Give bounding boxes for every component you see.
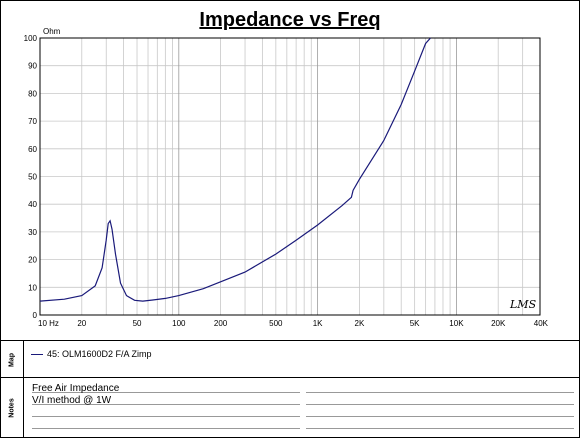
impedance-series-line	[39, 37, 431, 302]
note-rule	[32, 404, 300, 405]
x-tick-labels: 10 Hz 20 50 100 200 500 1K 2K 5K 10K 20K 40K	[38, 319, 549, 328]
y-tick-label: 100	[24, 34, 38, 43]
notes-label: Notes	[8, 398, 16, 418]
note-rule	[32, 428, 300, 429]
y-tick-label: 70	[28, 117, 37, 126]
x-tick-label: 10K	[449, 319, 464, 328]
note-rule	[306, 404, 574, 405]
note-rule	[32, 416, 300, 417]
y-tick-label: 30	[28, 228, 37, 237]
map-panel: Map 45: OLM1600D2 F/A Zimp	[1, 340, 579, 378]
x-tick-label: 40K	[534, 319, 549, 328]
y-tick-label: 10	[28, 283, 37, 292]
note-line-1: Free Air Impedance	[32, 383, 120, 394]
grid	[40, 38, 540, 315]
legend-series-name: 45: OLM1600D2 F/A Zimp	[47, 349, 152, 359]
y-tick-label: 0	[33, 311, 38, 320]
y-tick-label: 60	[28, 145, 37, 154]
map-label: Map	[8, 352, 16, 367]
y-tick-label: 80	[28, 89, 37, 98]
notes-panel: Notes Free Air Impedance V/I method @ 1W	[1, 377, 579, 438]
x-tick-label: 50	[133, 319, 142, 328]
x-tick-label: 500	[269, 319, 283, 328]
y-tick-label: 50	[28, 173, 37, 182]
note-rule	[306, 416, 574, 417]
note-rule	[306, 428, 574, 429]
x-tick-label: 100	[172, 319, 186, 328]
map-tab: Map	[1, 341, 24, 378]
y-tick-labels: 0 10 20 30 40 50 60 70 80 90 100	[24, 34, 38, 320]
note-rule	[306, 392, 574, 393]
y-tick-label: 20	[28, 256, 37, 265]
note-rule	[32, 392, 300, 393]
note-line-2: V/I method @ 1W	[32, 395, 112, 406]
legend-entry: 45: OLM1600D2 F/A Zimp	[31, 349, 152, 359]
plot-border	[39, 37, 541, 316]
x-tick-label: 10 Hz	[38, 319, 59, 328]
notes-tab: Notes	[1, 378, 24, 438]
impedance-chart: 0 10 20 30 40 50 60 70 80 90 100 10 Hz 20 50 100 200 50…	[24, 27, 549, 328]
lms-logo: LMS	[509, 298, 537, 311]
x-tick-label: 20	[77, 319, 86, 328]
x-tick-label: 200	[214, 319, 228, 328]
x-tick-label: 2K	[355, 319, 365, 328]
legend-swatch	[31, 353, 43, 355]
x-tick-label: 20K	[491, 319, 506, 328]
y-tick-label: 90	[28, 62, 37, 71]
chart-title: Impedance vs Freq	[199, 9, 381, 31]
x-tick-label: 5K	[410, 319, 420, 328]
y-axis-label: Ohm	[43, 27, 61, 36]
y-tick-label: 40	[28, 200, 37, 209]
x-tick-label: 1K	[313, 319, 323, 328]
